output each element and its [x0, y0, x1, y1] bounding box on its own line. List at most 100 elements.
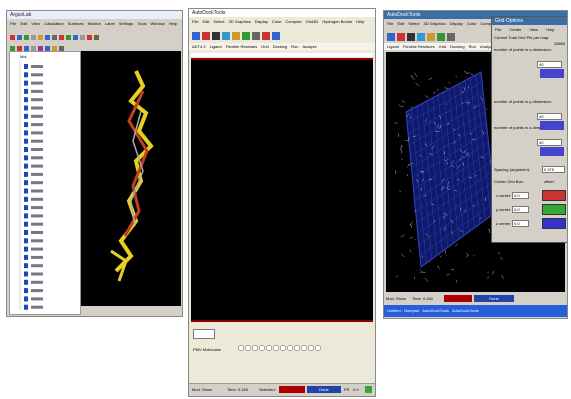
- decor: [273, 345, 279, 351]
- taskbar-button[interactable]: AutoDockTools: [452, 305, 479, 317]
- taskbar-button[interactable]: Untitled - Notepad: [387, 305, 419, 317]
- menu-item[interactable]: Color: [467, 20, 477, 27]
- decor: [31, 181, 43, 184]
- decor: [31, 297, 43, 300]
- menu-item[interactable]: Help: [169, 20, 177, 27]
- decor: [24, 238, 28, 243]
- decor: [24, 164, 28, 169]
- decor: [24, 130, 28, 135]
- menu-item[interactable]: Grid3D: [306, 18, 319, 25]
- screenshot: ArgusLab File Edit View Calculation Surfaces…: [0, 0, 571, 399]
- tab[interactable]: Docking: [450, 43, 464, 50]
- menu-item[interactable]: 3D Graphics: [228, 18, 250, 25]
- decor: [31, 206, 43, 209]
- menu-item[interactable]: Edit: [202, 18, 209, 25]
- menu-item[interactable]: 3D Graphics: [423, 20, 445, 27]
- menu-item[interactable]: Hydrogen Bonds: [322, 18, 352, 25]
- tab[interactable]: Flexible Residues: [403, 43, 435, 50]
- decor: [24, 172, 28, 177]
- decor: [245, 345, 251, 351]
- decor: [24, 288, 28, 293]
- z-dim-slider[interactable]: [540, 147, 564, 156]
- tab[interactable]: Docking: [273, 43, 287, 50]
- menu-item[interactable]: Center: [509, 26, 521, 33]
- z-offset-dial[interactable]: [542, 218, 566, 229]
- decor: [24, 213, 28, 218]
- tab[interactable]: Ligand: [387, 43, 399, 50]
- menu-item[interactable]: Display: [255, 18, 268, 25]
- menu-item[interactable]: Surfaces: [68, 20, 84, 27]
- decor: [24, 280, 28, 285]
- molecule-viewport: [191, 58, 373, 322]
- tab[interactable]: Run: [291, 43, 298, 50]
- decor: [287, 345, 293, 351]
- menu-item[interactable]: Edit: [20, 20, 27, 27]
- dialog-title: Grid Options: [492, 17, 568, 25]
- x-offset-dial[interactable]: [542, 190, 566, 201]
- y-offset-dial[interactable]: [542, 204, 566, 215]
- menu-item[interactable]: File: [10, 20, 16, 27]
- menu-item[interactable]: Tools: [137, 20, 146, 27]
- menu-item[interactable]: Color: [272, 18, 282, 25]
- decor: [31, 214, 43, 217]
- tab-body: [191, 53, 373, 57]
- decor: [31, 281, 43, 284]
- status-mode: Mod. Show: [386, 296, 406, 301]
- taskbar-button[interactable]: AutoDockTools: [422, 305, 449, 317]
- menu-item[interactable]: View: [31, 20, 40, 27]
- menu-item[interactable]: Monitor: [88, 20, 101, 27]
- x-dim-slider[interactable]: [540, 69, 564, 78]
- decor: [24, 180, 28, 185]
- decor: [31, 148, 43, 151]
- arguslab-window: ArgusLab File Edit View Calculation Surfaces…: [6, 10, 183, 317]
- y-center-field[interactable]: 0.0: [512, 206, 529, 213]
- menu-item[interactable]: Window: [151, 20, 165, 27]
- menu-item[interactable]: Help: [546, 26, 554, 33]
- menu-item[interactable]: Help: [356, 18, 364, 25]
- toolbar: [191, 28, 281, 40]
- decor: [31, 289, 43, 292]
- autodock-grid-window: AutoDockTools File Edit Select 3D Graphics D…: [383, 10, 568, 319]
- molecule-viewport: [81, 51, 181, 306]
- menu-item[interactable]: File: [495, 26, 501, 33]
- menu-item[interactable]: Edit: [397, 20, 404, 27]
- decor: [31, 239, 43, 242]
- autodock-window: AutoDockTools FileEditSelect3D GraphicsD…: [188, 8, 376, 397]
- decor: [24, 230, 28, 235]
- menu-item[interactable]: Select: [408, 20, 419, 27]
- z-center-field[interactable]: 0.0: [512, 220, 529, 227]
- z-dim-field[interactable]: 40: [537, 139, 562, 146]
- menu-item[interactable]: Compute: [285, 18, 301, 25]
- menu-item[interactable]: Settings: [119, 20, 133, 27]
- menu-item[interactable]: Display: [450, 20, 463, 27]
- tab[interactable]: Flexible Residues: [226, 43, 258, 50]
- menu-item[interactable]: Calculation: [44, 20, 64, 27]
- decor: [315, 345, 321, 351]
- menu-item[interactable]: View: [529, 26, 538, 33]
- tab[interactable]: Run: [469, 43, 476, 50]
- x-dim-field[interactable]: 40: [537, 61, 562, 68]
- tab[interactable]: Analyze: [303, 43, 317, 50]
- decor: [24, 247, 28, 252]
- tab[interactable]: Ligand: [210, 43, 222, 50]
- menu-item[interactable]: File: [387, 20, 393, 27]
- y-dim-slider[interactable]: [540, 121, 564, 130]
- decor: [24, 222, 28, 227]
- menu-item[interactable]: File: [192, 18, 198, 25]
- status-fr: FR: [344, 387, 349, 392]
- window-title: ArgusLab: [7, 11, 182, 19]
- progress-red: [279, 386, 305, 393]
- x-center-field[interactable]: 0.0: [512, 192, 529, 199]
- y-dim-field[interactable]: 40: [537, 113, 562, 120]
- decor: [24, 205, 28, 210]
- tab[interactable]: Grid: [261, 43, 269, 50]
- decor: [31, 107, 43, 110]
- tab[interactable]: Grid: [439, 43, 447, 50]
- menu-item[interactable]: Label: [105, 20, 115, 27]
- decor: [31, 198, 43, 201]
- spacing-field[interactable]: 0.375: [542, 166, 565, 173]
- tab[interactable]: ADT4.2: [192, 43, 206, 50]
- spin-box[interactable]: [193, 329, 215, 339]
- menu-item[interactable]: Select: [213, 18, 224, 25]
